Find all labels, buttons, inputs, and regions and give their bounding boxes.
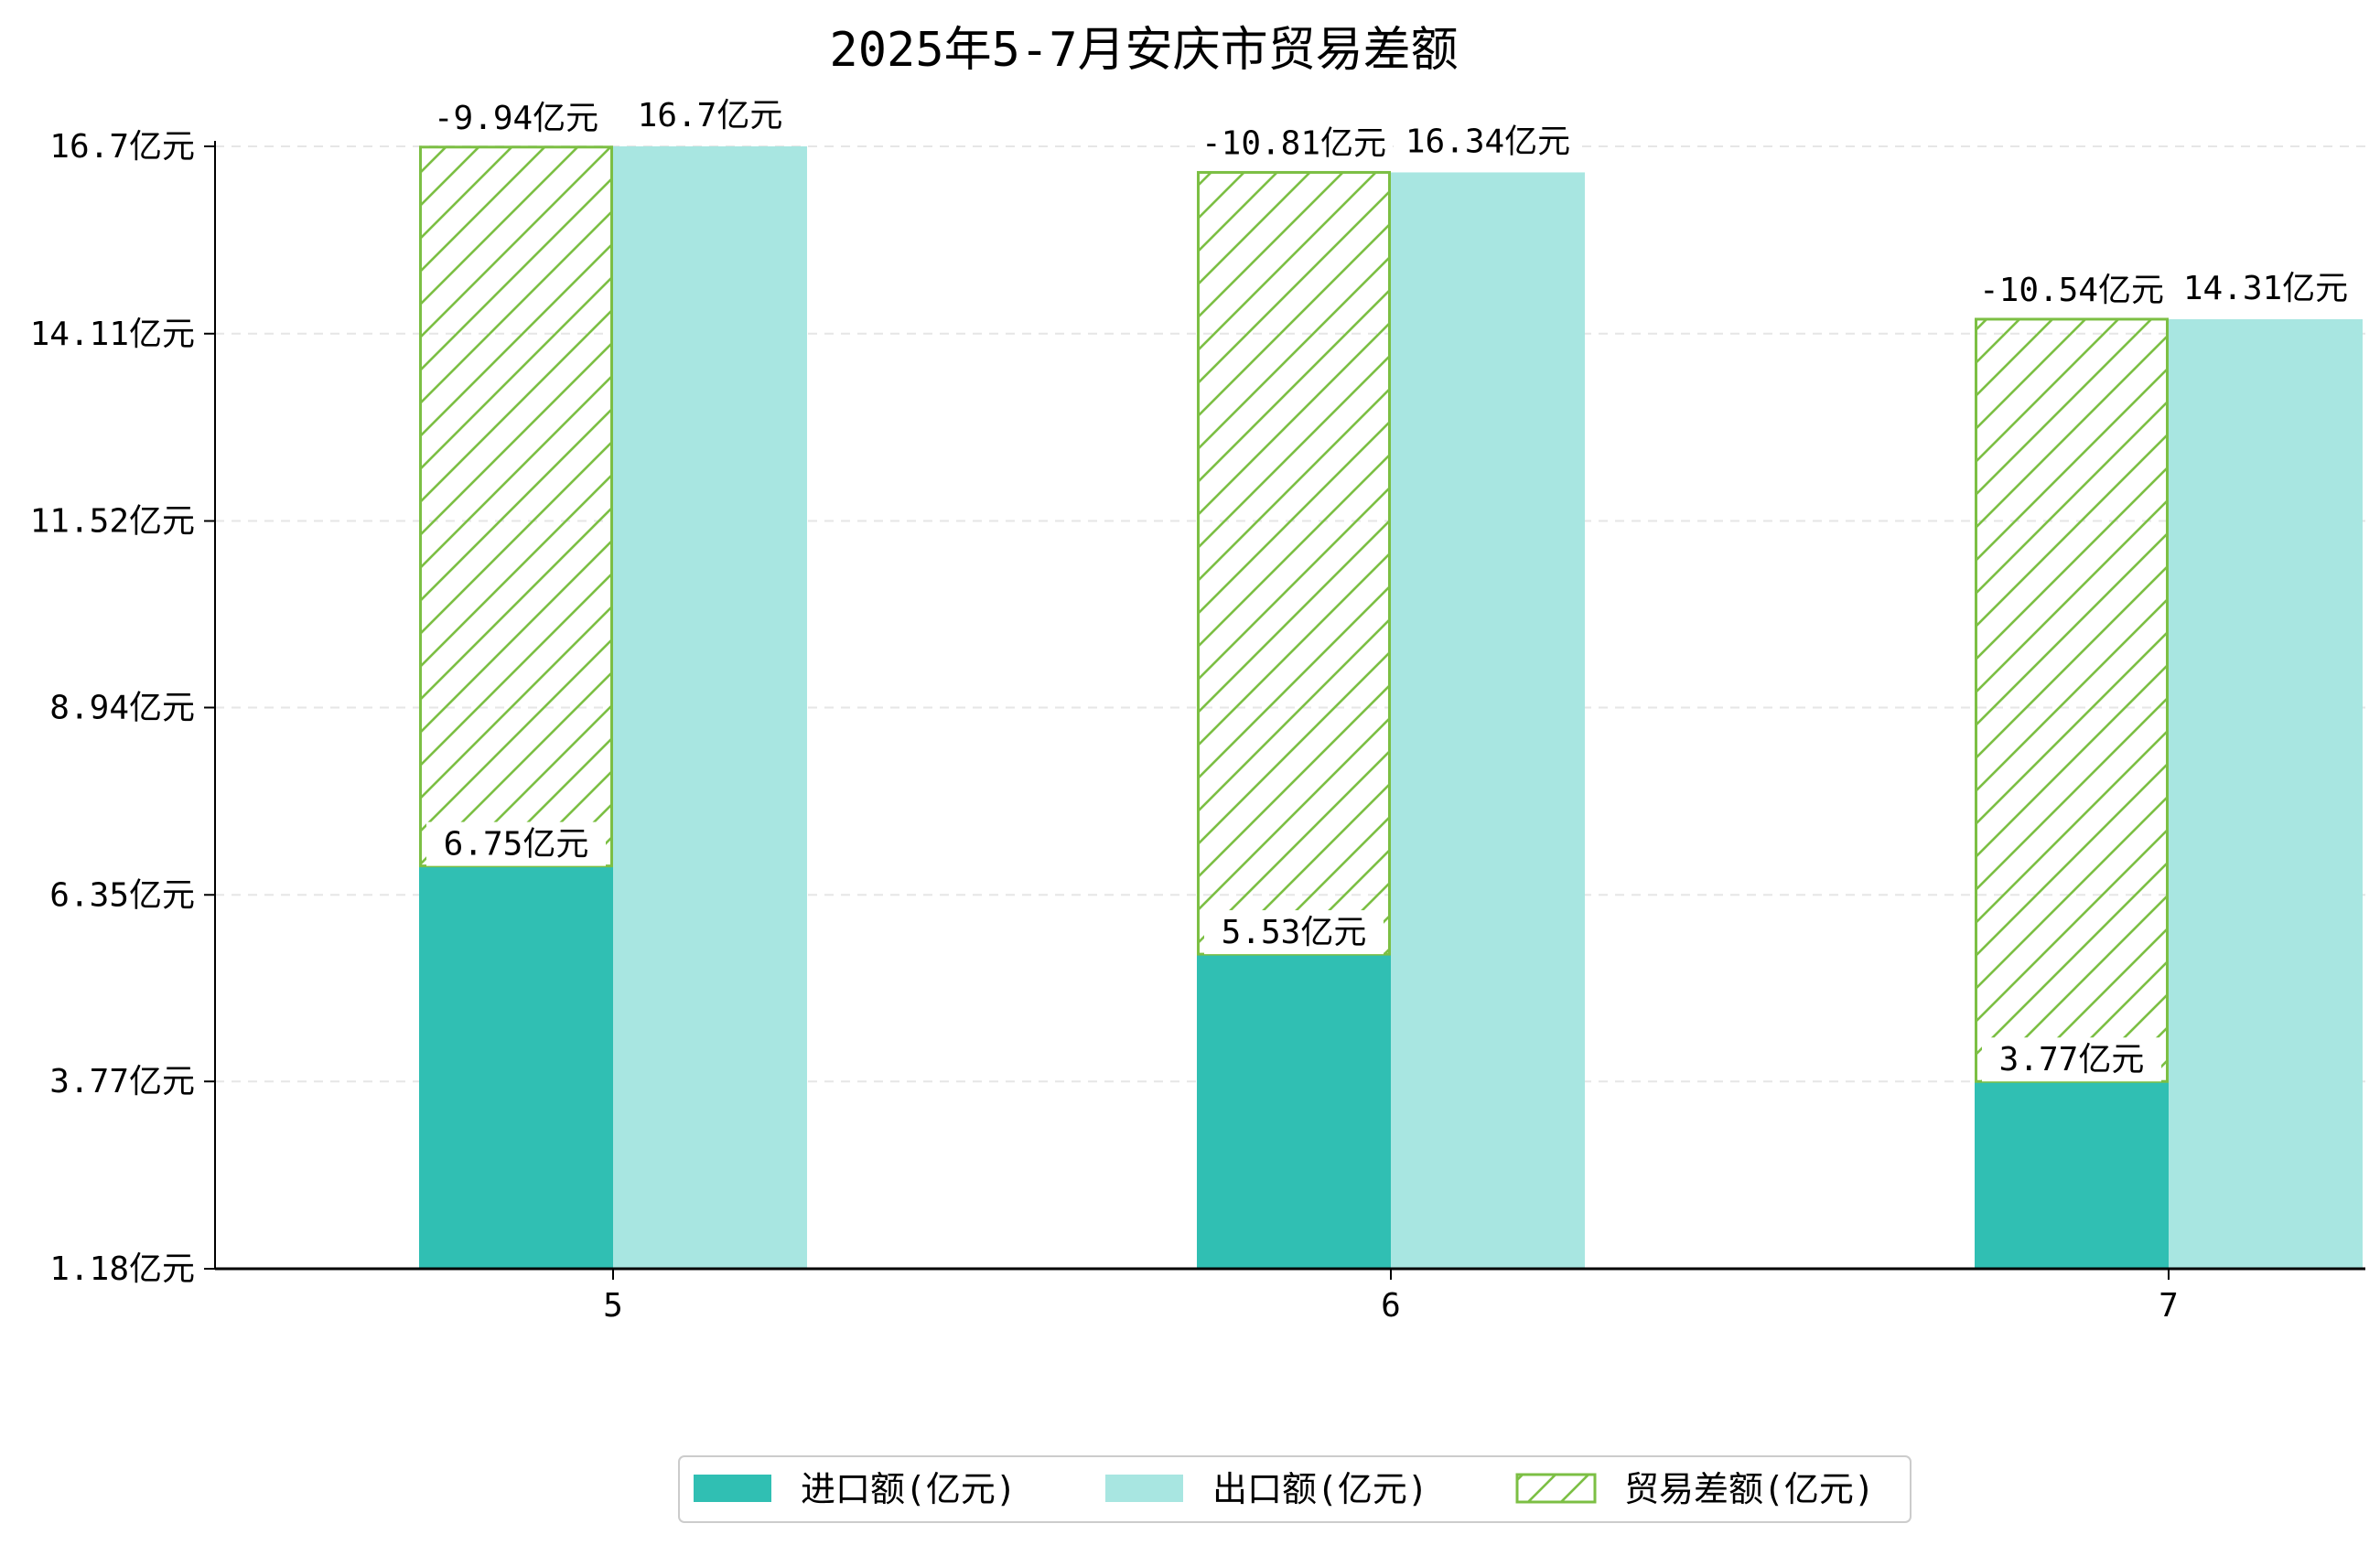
x-tick-label: 5 [603,1287,623,1325]
balance-value-label: -10.54亿元 [1979,272,2164,309]
chart-title: 2025年5-7月安庆市贸易差额 [829,23,1458,78]
import-value-label: 5.53亿元 [1222,914,1367,951]
export-value-label: 16.7亿元 [638,97,783,134]
legend-export-swatch [1105,1475,1183,1502]
export-value-label-box [2172,265,2359,310]
export-value-label-box [1395,119,1581,164]
legend-balance-label: 贸易差额(亿元) [1624,1469,1875,1509]
y-tick-label: 14.11亿元 [30,316,195,353]
export-bar [613,146,807,1269]
balance-value-label-box [1195,121,1393,166]
data-labels: 6.75亿元 16.7亿元 -9.94亿元 5.53亿元 16.34亿元 -10.81亿元… [417,93,2359,1082]
export-bar [1391,172,1585,1270]
legend-import-label: 进口额(亿元) [801,1469,1017,1509]
legend-balance-swatch [1515,1473,1597,1504]
balance-value-label-box [417,95,615,140]
import-value-label-box [426,821,606,866]
x-tick-label: 6 [1381,1287,1401,1325]
y-tick-label: 11.52亿元 [30,503,195,541]
export-value-label: 16.34亿元 [1405,123,1570,160]
export-bar [2169,318,2363,1269]
legend-box [678,1455,1912,1523]
bars [419,145,2363,1270]
import-value-label-box [1982,1037,2161,1082]
trade-balance-bar [1197,170,1391,956]
x-tick-label: 7 [2159,1287,2179,1325]
y-tick-label: 6.35亿元 [49,876,195,914]
y-tick-label: 1.18亿元 [49,1250,195,1288]
import-bar [419,865,613,1269]
trade-balance-bar [419,145,613,868]
import-bar [1975,1081,2169,1269]
export-value-label: 14.31亿元 [2183,270,2348,307]
legend[interactable]: 进口额(亿元) 出口额(亿元) 贸易差额(亿元) [678,1455,1912,1523]
import-value-label: 6.75亿元 [444,826,589,864]
balance-value-label-box [1973,267,2170,312]
balance-value-label: -10.81亿元 [1201,124,1386,162]
axes: 1.18亿元 3.77亿元 6.35亿元 8.94亿元 11.52亿元 14.11亿元 16… [30,128,2365,1325]
import-value-label: 3.77亿元 [1999,1041,2145,1078]
y-tick-label: 3.77亿元 [49,1063,195,1100]
balance-value-label: -9.94亿元 [434,100,598,137]
y-tick-label: 8.94亿元 [49,690,195,727]
trade-balance-bar [1975,317,2169,1083]
export-value-label-box [617,93,803,137]
import-value-label-box [1204,910,1384,955]
legend-import-swatch [694,1475,771,1502]
legend-export-label: 出口额(亿元) [1212,1469,1428,1509]
y-tick-label: 16.7亿元 [49,128,195,166]
import-bar [1197,954,1391,1269]
